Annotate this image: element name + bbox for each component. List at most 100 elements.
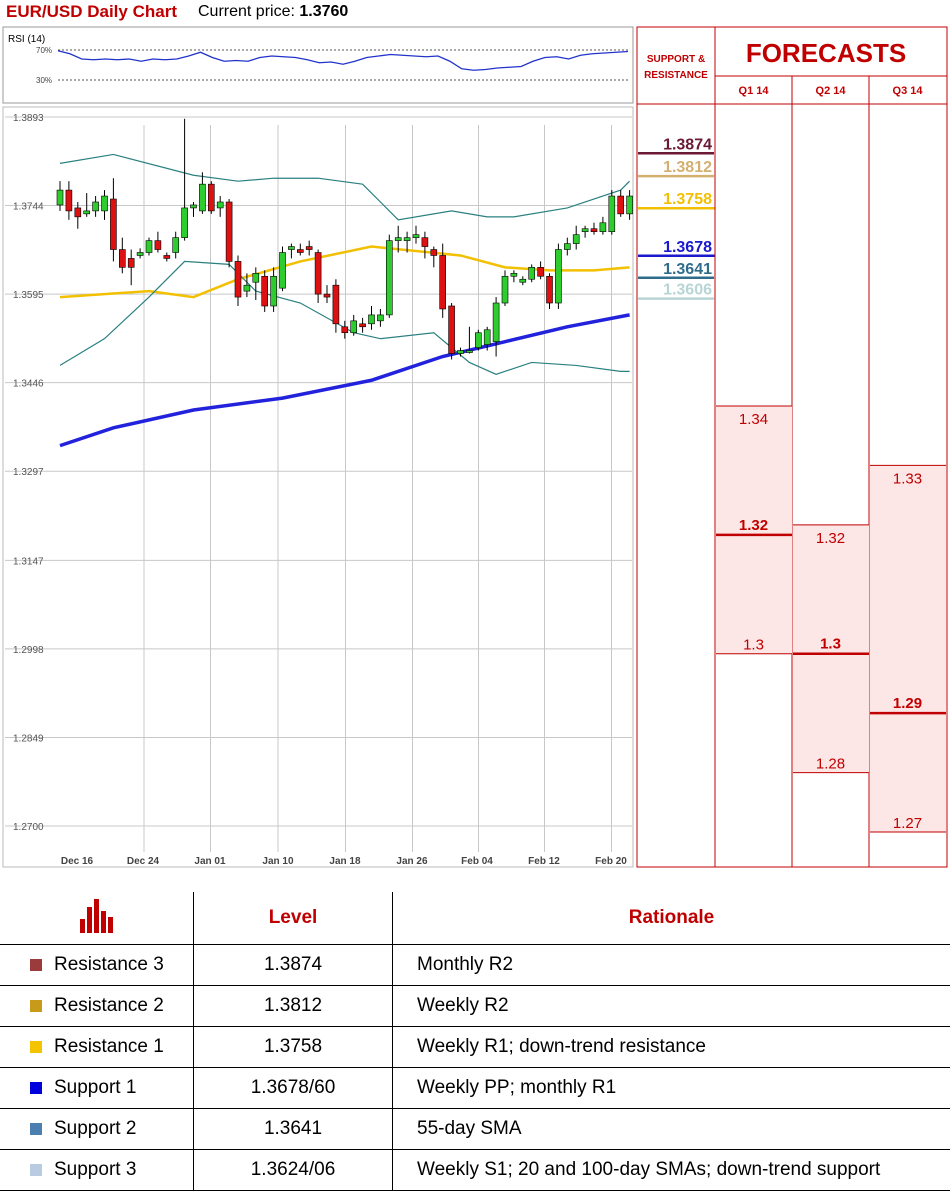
forecast-mid-value: 1.3 [820, 636, 841, 653]
price-panel [2, 106, 634, 868]
candle-body [145, 240, 153, 253]
candle-body [154, 240, 162, 250]
color-swatch [30, 1163, 42, 1176]
candle-body [563, 243, 571, 250]
rsi-70-label: 70% [36, 46, 52, 55]
levels-table: Level Rationale Resistance 3 1.3874 Monthl… [0, 892, 950, 1191]
candle-body [599, 222, 607, 232]
candle-body [439, 255, 447, 310]
row-name: Resistance 2 [54, 995, 164, 1016]
forecast-high-value: 1.32 [816, 530, 845, 547]
y-tick-label: 1.3297 [13, 467, 44, 478]
table-row: Support 2 1.3641 55-day SMA [0, 1108, 950, 1150]
indicator-lines [59, 153, 631, 448]
candle-body [572, 234, 580, 244]
candle-body [119, 249, 126, 268]
x-tick-label: Dec 24 [127, 856, 160, 867]
row-rationale: Weekly R2 [392, 985, 950, 1027]
candle-body [385, 240, 393, 316]
candle-body [537, 267, 544, 277]
row-rationale: Monthly R2 [392, 944, 950, 986]
candle-body [546, 275, 553, 304]
candle-body [172, 237, 179, 253]
candle-body [252, 273, 260, 283]
chart-title: EUR/USD Daily Chart [6, 2, 177, 21]
bar-chart-icon [79, 899, 113, 933]
rsi-30-label: 30% [36, 76, 52, 85]
level-value: 1.3641 [663, 261, 712, 278]
row-name-cell: Support 3 [0, 1149, 194, 1191]
row-name: Support 1 [54, 1077, 137, 1098]
candlesticks [56, 118, 633, 360]
x-tick-label: Jan 26 [396, 856, 428, 867]
forecast-quarter-label: Q2 14 [816, 85, 847, 97]
candle-body [270, 275, 277, 307]
table-row: Resistance 1 1.3758 Weekly R1; down-trend … [0, 1026, 950, 1068]
candle-body [457, 350, 464, 354]
level-markers: 1.3874 1.3812 1.3758 1.3678 1.3641 1.3606 [638, 136, 715, 300]
x-tick-label: Jan 01 [194, 856, 226, 867]
table-header-icon-cell [0, 892, 194, 945]
candle-body [261, 275, 269, 307]
candle-body [581, 228, 589, 232]
candle-body [412, 234, 420, 238]
x-tick-label: Jan 10 [262, 856, 294, 867]
candle-body [617, 195, 625, 215]
candle-body [519, 278, 527, 283]
candle-body [368, 314, 375, 325]
y-tick-label: 1.3446 [13, 379, 44, 390]
row-name-cell: Resistance 2 [0, 985, 194, 1027]
candle-body [608, 195, 616, 232]
candle-body [501, 275, 509, 304]
candle-body [288, 246, 295, 250]
indicator-line [59, 245, 630, 299]
candle-body [181, 207, 188, 238]
y-tick-label: 1.2700 [13, 822, 44, 833]
candle-body [590, 228, 598, 232]
table-row: Support 1 1.3678/60 Weekly PP; monthly R1 [0, 1067, 950, 1109]
forecast-low-value: 1.27 [893, 815, 922, 832]
forecast-low-value: 1.3 [743, 637, 764, 654]
y-tick-label: 1.2998 [13, 645, 44, 656]
color-swatch [30, 1040, 42, 1053]
forecast-high-value: 1.33 [893, 470, 922, 487]
candle-body [394, 237, 402, 241]
candle-body [430, 249, 438, 256]
candle-body [626, 195, 633, 215]
row-level: 1.3758 [193, 1026, 393, 1068]
x-tick-label: Feb 20 [595, 856, 627, 867]
levels-header-line2: RESISTANCE [644, 70, 708, 81]
candle-body [56, 189, 64, 206]
current-price: Current price: 1.3760 [198, 3, 348, 21]
x-tick-label: Feb 04 [461, 856, 493, 867]
color-swatch [30, 958, 42, 971]
chart-area: RSI (14) 70% 30% 1.3893 1.3744 1.3595 1.344… [2, 26, 948, 868]
row-rationale: 55-day SMA [392, 1108, 950, 1150]
row-name-cell: Support 2 [0, 1108, 194, 1150]
candle-body [359, 323, 366, 328]
row-rationale: Weekly R1; down-trend resistance [392, 1026, 950, 1068]
row-name: Support 2 [54, 1118, 137, 1139]
level-value: 1.3874 [663, 136, 712, 153]
level-value: 1.3758 [663, 191, 712, 208]
candle-body [421, 237, 429, 247]
color-swatch [30, 1122, 42, 1135]
level-value: 1.3606 [663, 282, 712, 299]
candle-body [136, 252, 144, 256]
candle-body [83, 210, 90, 215]
candle-body [296, 249, 304, 253]
level-value: 1.3678 [663, 239, 712, 256]
forecast-low-value: 1.28 [816, 756, 845, 773]
x-tick-label: Jan 18 [329, 856, 361, 867]
candle-body [110, 198, 117, 250]
table-header-level: Level [193, 892, 393, 945]
y-tick-label: 1.2849 [13, 733, 44, 744]
candle-body [305, 246, 313, 250]
candle-body [163, 255, 171, 259]
levels-header-line1: SUPPORT & [647, 54, 705, 65]
candle-body [279, 252, 286, 289]
level-value: 1.3812 [663, 159, 712, 176]
candle-body [350, 320, 358, 334]
forecasts-title: FORECASTS [746, 38, 906, 68]
row-name: Resistance 1 [54, 1036, 164, 1057]
